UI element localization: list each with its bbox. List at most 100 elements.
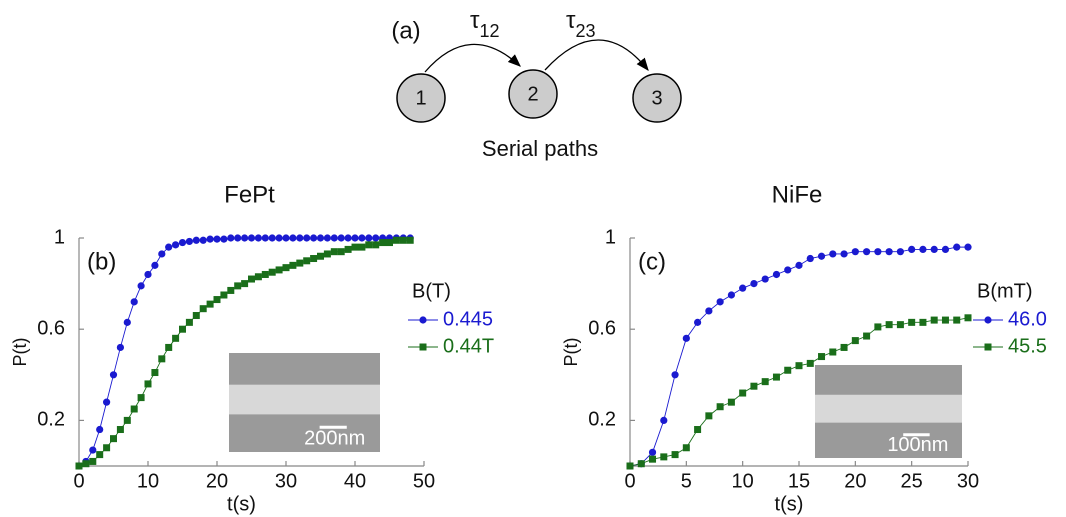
marker xyxy=(660,453,668,461)
marker xyxy=(158,250,166,258)
legend-title: B(mT) xyxy=(977,280,1033,302)
marker xyxy=(172,241,180,249)
marker xyxy=(323,234,331,242)
marker xyxy=(372,241,380,249)
marker xyxy=(227,234,235,242)
marker xyxy=(254,234,262,242)
inset-label: 100nm xyxy=(887,434,948,456)
marker xyxy=(96,451,104,459)
marker xyxy=(358,243,366,251)
marker xyxy=(206,300,214,308)
marker xyxy=(144,270,152,279)
legend-label: 0.445 xyxy=(443,308,493,330)
marker xyxy=(165,343,173,351)
caption: Serial paths xyxy=(482,136,598,161)
marker xyxy=(379,239,387,247)
marker xyxy=(795,362,803,370)
marker xyxy=(694,318,702,326)
marker xyxy=(185,318,193,326)
marker xyxy=(671,371,679,379)
y-tick-label: 0.6 xyxy=(588,317,616,339)
chart-title: FePt xyxy=(224,181,275,208)
marker xyxy=(89,446,97,454)
node xyxy=(632,73,682,123)
marker xyxy=(727,398,735,406)
marker xyxy=(908,245,916,253)
marker xyxy=(750,280,758,288)
marker xyxy=(705,307,713,315)
marker xyxy=(919,245,927,253)
marker xyxy=(392,236,400,244)
tau: τ xyxy=(470,7,480,34)
marker xyxy=(964,243,972,251)
marker xyxy=(323,250,331,258)
panel-label: (a) xyxy=(391,17,420,44)
marker xyxy=(851,337,859,345)
arrow xyxy=(544,39,649,72)
marker xyxy=(626,462,634,470)
marker xyxy=(806,254,814,263)
marker xyxy=(637,460,645,468)
marker xyxy=(761,378,769,386)
x-tick-label: 20 xyxy=(844,470,866,492)
marker xyxy=(953,316,961,324)
marker xyxy=(337,248,345,256)
marker xyxy=(330,234,338,242)
marker xyxy=(829,348,837,356)
marker xyxy=(941,316,949,324)
x-tick-label: 25 xyxy=(901,470,923,492)
marker xyxy=(671,451,679,459)
y-tick-label: 1 xyxy=(54,226,65,248)
marker xyxy=(241,280,249,288)
marker xyxy=(386,239,393,247)
marker xyxy=(192,236,200,244)
subscript: 23 xyxy=(575,21,595,41)
legend-label: 46.0 xyxy=(1008,308,1047,330)
chart: 0 10 20 30 40 50 0.2 0.6 1 FePt (b) t(s) P(t) 200nm B(… xyxy=(10,181,494,515)
marker xyxy=(863,248,871,256)
diagram: (a) τ12 τ23 1 2 3 Serial paths xyxy=(391,7,682,161)
marker xyxy=(213,235,221,243)
chart-title: NiFe xyxy=(772,181,823,208)
marker xyxy=(151,369,159,377)
marker xyxy=(116,426,124,434)
marker xyxy=(818,353,826,361)
marker xyxy=(109,371,118,379)
marker xyxy=(716,298,724,306)
marker xyxy=(344,234,352,242)
marker xyxy=(103,444,111,452)
marker xyxy=(682,334,690,342)
x-tick-label: 30 xyxy=(957,470,979,492)
marker xyxy=(863,332,871,340)
marker xyxy=(282,234,290,242)
marker xyxy=(296,234,304,242)
marker xyxy=(795,261,803,269)
marker xyxy=(89,457,97,465)
marker xyxy=(317,252,324,260)
marker xyxy=(179,325,186,333)
inset-label: 200nm xyxy=(304,427,365,449)
marker xyxy=(406,236,414,244)
marker xyxy=(275,234,283,242)
legend-marker xyxy=(419,343,427,351)
marker xyxy=(254,273,262,281)
legend-label: 0.44T xyxy=(443,335,494,357)
marker xyxy=(303,257,311,265)
marker xyxy=(874,323,882,331)
marker xyxy=(351,234,359,242)
marker xyxy=(739,389,747,397)
marker xyxy=(130,298,138,306)
x-tick-label: 0 xyxy=(624,470,635,492)
marker xyxy=(220,235,228,243)
y-tick-label: 1 xyxy=(605,226,616,248)
marker xyxy=(96,425,104,434)
marker xyxy=(817,252,826,260)
marker xyxy=(261,270,269,278)
marker xyxy=(172,334,180,342)
x-tick-label: 40 xyxy=(344,470,366,492)
marker xyxy=(365,241,373,249)
marker xyxy=(784,266,792,274)
node-label: 1 xyxy=(415,87,426,109)
marker xyxy=(289,261,297,269)
marker xyxy=(282,264,290,272)
